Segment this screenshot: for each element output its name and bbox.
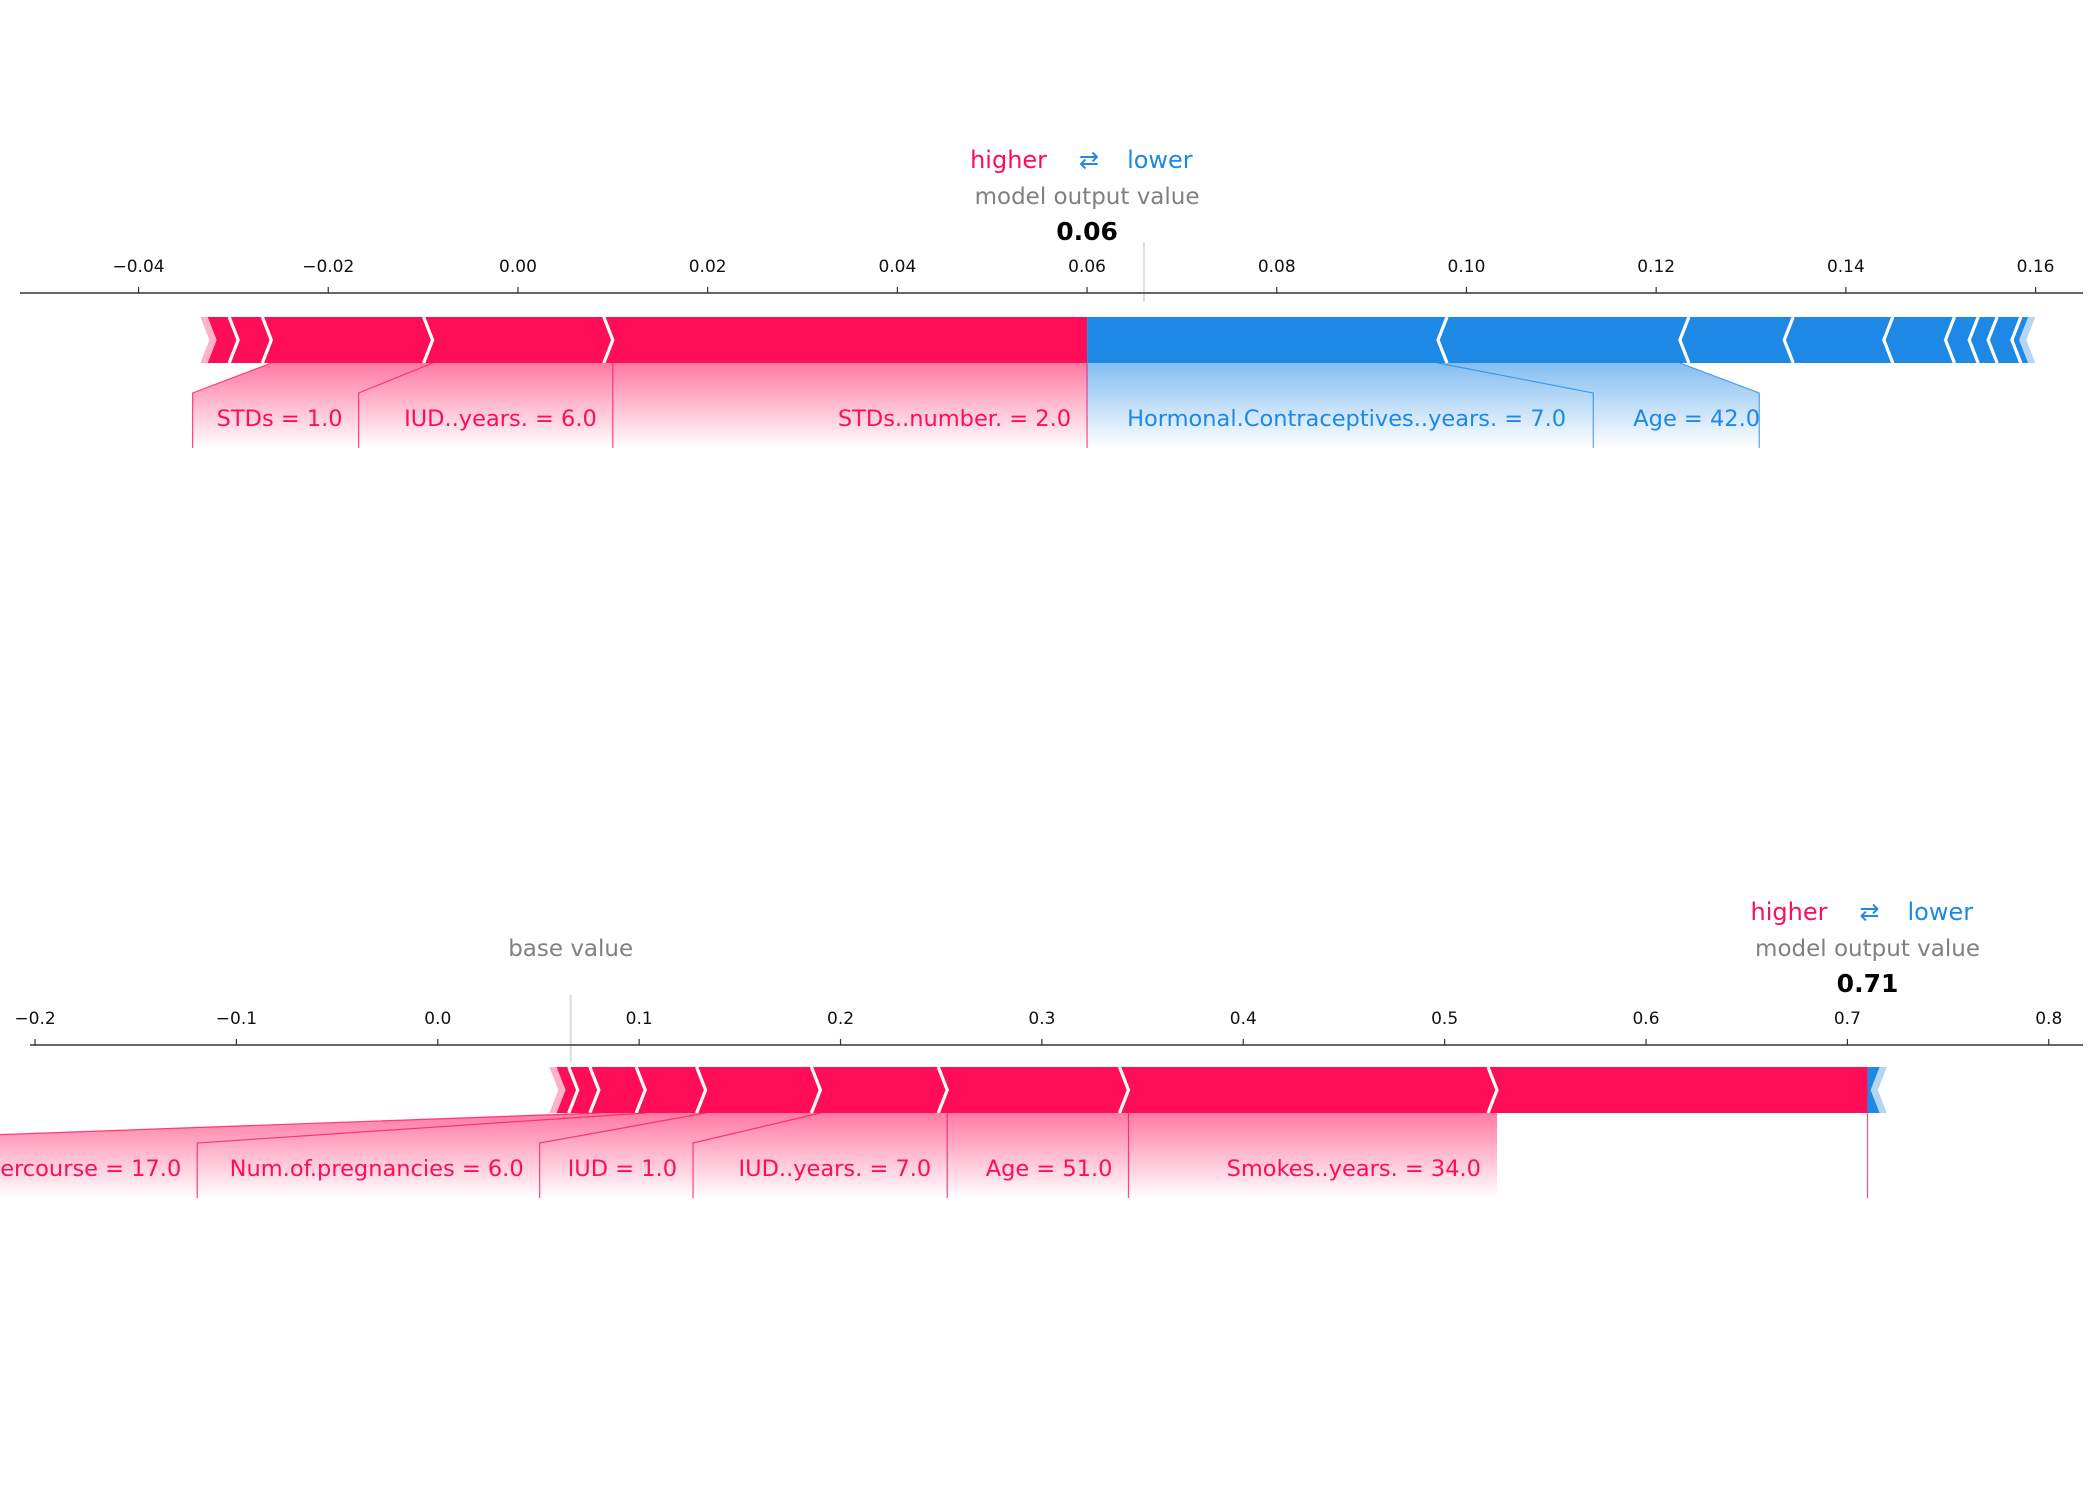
x-tick-label: −0.04: [113, 257, 165, 277]
x-tick-label: 0.0: [424, 1009, 451, 1029]
feature-label: First.sexual.intercourse = 17.0: [0, 1156, 181, 1182]
positive-segment-separator: [809, 1066, 823, 1114]
feature-label: IUD..years. = 6.0: [404, 406, 597, 432]
negative-segment-separator: [2010, 316, 2023, 364]
feature-connector: [1679, 362, 1760, 448]
output-caption: model output value: [1755, 936, 1980, 962]
negative-segment-separator: [1943, 316, 1956, 364]
feature-wedge: [358, 363, 613, 448]
x-tick-label: 0.4: [1230, 1009, 1257, 1029]
positive-segment-separator: [1486, 1066, 1499, 1114]
feature-wedge: [1128, 1113, 1498, 1198]
x-tick-label: 0.1: [626, 1009, 653, 1029]
feature-label: IUD = 1.0: [568, 1156, 677, 1182]
x-tick-label: 0.06: [1068, 257, 1106, 277]
positive-segment-separator: [602, 316, 615, 364]
feature-connector: [692, 1112, 821, 1198]
legend-higher: higher: [970, 146, 1047, 174]
positive-segment-separator: [695, 1066, 708, 1114]
negative-bar-tail: [2019, 317, 2036, 363]
positive-bar-tail: [200, 317, 217, 363]
negative-segment-separator: [1436, 316, 1449, 364]
feature-label: IUD..years. = 7.0: [739, 1156, 932, 1182]
negative-segment-separator: [1678, 316, 1691, 364]
x-tick-label: −0.02: [302, 257, 354, 277]
legend-lower: lower: [1127, 146, 1193, 174]
negative-bar-tail: [1870, 1067, 1887, 1113]
force-plot-bottom: higher ⇄ lower model output value 0.71 base v…: [0, 898, 2083, 1198]
feature-wedge: [947, 1113, 1129, 1198]
x-tick-label: −0.2: [14, 1009, 55, 1029]
negative-force-bar: [1087, 317, 2036, 363]
negative-segment-separator: [1882, 316, 1895, 364]
feature-label: Age = 42.0: [1633, 406, 1760, 432]
feature-wedge: [1087, 363, 1594, 448]
negative-segment-separator: [1986, 316, 1999, 364]
positive-segment-separator: [567, 1066, 580, 1114]
output-value-label: 0.06: [1056, 217, 1118, 246]
positive-force-bar: [200, 317, 1088, 363]
x-tick-label: −0.1: [216, 1009, 257, 1029]
positive-force-bar: [549, 1067, 1868, 1113]
feature-label: Hormonal.Contraceptives..years. = 7.0: [1127, 406, 1566, 432]
positive-segment-separator: [588, 1066, 601, 1114]
feature-wedge: [197, 1113, 706, 1198]
feature-wedge: [1438, 363, 1760, 448]
x-tick-label: 0.12: [1637, 257, 1675, 277]
x-tick-label: 0.8: [2035, 1009, 2062, 1029]
feature-connector: [196, 1112, 646, 1198]
feature-connector: [0, 1112, 599, 1136]
positive-segment-separator: [1118, 1066, 1131, 1114]
feature-wedge: [0, 1113, 646, 1198]
legend-arrow-icon: ⇄: [1079, 146, 1099, 174]
output-caption: model output value: [975, 184, 1200, 210]
positive-segment-separator: [634, 1066, 647, 1114]
feature-label: Smokes..years. = 34.0: [1227, 1156, 1481, 1182]
positive-segment-separator: [422, 316, 435, 364]
x-tick-label: 0.00: [499, 257, 537, 277]
x-tick-label: 0.04: [878, 257, 916, 277]
feature-wedge: [693, 1113, 948, 1198]
positive-segment-separator: [936, 1066, 949, 1114]
positive-bar-tail: [549, 1067, 566, 1113]
feature-label: STDs..number. = 2.0: [838, 406, 1071, 432]
output-value-label: 0.71: [1837, 969, 1899, 998]
x-tick-label: 0.5: [1431, 1009, 1458, 1029]
legend-higher: higher: [1751, 898, 1828, 926]
negative-segment-separator: [1967, 316, 1980, 364]
feature-connector: [539, 1112, 706, 1198]
feature-wedge: [539, 1113, 821, 1198]
feature-label: Num.of.pregnancies = 6.0: [230, 1156, 524, 1182]
feature-label: STDs = 1.0: [217, 406, 343, 432]
feature-connector: [358, 362, 433, 448]
x-tick-label: 0.08: [1258, 257, 1296, 277]
force-plot-top: higher ⇄ lower model output value 0.06 −0.04 −…: [20, 146, 2083, 448]
feature-label: Age = 51.0: [986, 1156, 1113, 1182]
positive-segment-separator: [227, 316, 240, 364]
negative-segment-separator: [1782, 316, 1795, 364]
x-tick-label: 0.6: [1632, 1009, 1659, 1029]
base-value-label: base value: [508, 936, 633, 962]
positive-segment-separator: [260, 316, 274, 364]
x-tick-label: 0.16: [2017, 257, 2055, 277]
x-tick-label: 0.7: [1834, 1009, 1861, 1029]
x-tick-label: 0.3: [1028, 1009, 1055, 1029]
x-tick-label: 0.02: [689, 257, 727, 277]
feature-wedge: [192, 363, 433, 448]
feature-wedge: [612, 363, 1088, 448]
legend-arrow-icon: ⇄: [1859, 898, 1879, 926]
x-tick-label: 0.2: [827, 1009, 854, 1029]
x-tick-label: 0.10: [1448, 257, 1486, 277]
legend-lower: lower: [1908, 898, 1974, 926]
x-tick-label: 0.14: [1827, 257, 1865, 277]
feature-connector: [192, 362, 272, 448]
